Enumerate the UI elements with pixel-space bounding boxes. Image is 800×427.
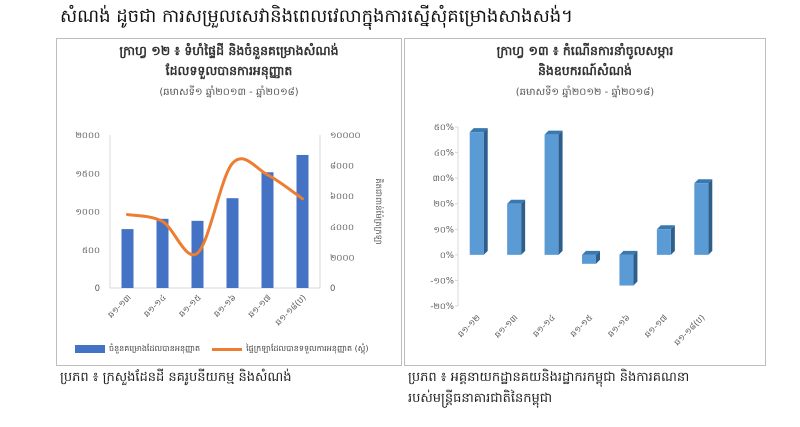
y-tick-label: ៤០% <box>434 149 454 159</box>
bar-growth <box>694 183 709 255</box>
bar-side <box>633 250 638 286</box>
x-tick-label: ឆ១-១៤ <box>142 293 168 319</box>
bar-projects <box>296 154 309 288</box>
bar-projects <box>156 218 169 288</box>
x-tick-label: ឆ១-១៣ <box>106 293 133 320</box>
x-tick-label: ឆ១-១៣ <box>493 313 520 340</box>
chart-12-source: ប្រភព ៖ ក្រសួងដែនដី នគរូបនីយកម្ម និងសំណង… <box>60 370 292 385</box>
chart-12-title-line2: ដែលទទួលបានការអនុញ្ញាត <box>165 63 293 78</box>
bar-top <box>582 250 600 255</box>
bar-side <box>596 250 600 264</box>
y-tick-label: ៣០% <box>433 174 454 184</box>
x-tick-label: ឆ១-១៤ <box>531 313 557 339</box>
y-tick-label: ១០% <box>433 225 454 235</box>
legend-swatch-bar <box>75 345 105 353</box>
left-y-tick-label: ១៥០០ <box>76 169 101 179</box>
y-tick-label: ០% <box>440 251 454 261</box>
bar-side <box>521 199 526 255</box>
bar-side <box>558 130 563 255</box>
bar-top <box>656 225 675 230</box>
bar-top <box>507 199 526 204</box>
right-y-axis-title: គិតជាពាន់ម៉ែត្រក្រឡា <box>373 178 385 245</box>
left-y-tick-label: ២០០០ <box>76 131 101 141</box>
right-y-tick-label: ១០០០០ <box>330 131 361 141</box>
bar-top <box>694 179 713 184</box>
bar-growth <box>656 229 671 255</box>
chart-12-title-line1: ក្រាហ្វ ១២ ៖ ទំហំផ្ទៃដី និងចំនួនគម្រោងសំ… <box>119 43 339 58</box>
x-tick-label: ឆ១-១៨(ប) <box>274 293 309 328</box>
bar-growth <box>582 254 596 264</box>
x-tick-label: ឆ១-១៦ <box>212 293 238 319</box>
chart-13-source-line1: ប្រភព ៖ អគ្គនាយកដ្ឋានគយនិងរដ្ឋាករកម្ពុជា… <box>408 370 690 385</box>
right-y-tick-label: ២០០០ <box>330 253 355 263</box>
chart-13-title-line2: និងឧបករណ៍សំណង់ <box>538 63 632 78</box>
bar-projects <box>261 172 274 288</box>
x-tick-label: ឆ១-១៧ <box>247 293 274 320</box>
left-y-tick-label: 0 <box>95 284 100 294</box>
bar-side <box>483 128 488 255</box>
left-y-tick-label: ១០០០ <box>76 208 101 218</box>
bar-growth <box>507 203 522 255</box>
x-tick-label: ឆ១-១៥ <box>177 293 203 319</box>
y-tick-label: ២០% <box>433 200 454 210</box>
left-y-tick-label: ៥០០ <box>82 246 100 256</box>
bar-projects <box>121 229 134 288</box>
right-y-tick-label: ៨០០០ <box>330 162 354 172</box>
bar-side <box>670 225 675 255</box>
y-tick-label: -១០% <box>430 276 454 286</box>
x-tick-label: ឆ១-១៧ <box>643 313 670 340</box>
right-y-tick-label: ៦០០០ <box>330 192 354 202</box>
chart-12-legend: ចំនួនគម្រោងដែលបានអនុញ្ញាត ផ្ទៃក្រឡាដែលបា… <box>75 343 368 355</box>
chart-13-source-line2: របស់មន្ត្រីធនាគារជាតិនៃកម្ពុជា <box>408 391 553 406</box>
x-tick-label: ឆ១-១៦ <box>606 313 632 339</box>
chart-12-subtitle: (ឆមាសទី១ ឆ្នាំ២០១៣ - ឆ្នាំ២០១៨) <box>159 87 299 98</box>
legend-swatch-line <box>212 347 243 351</box>
y-tick-label: -២០% <box>430 302 454 312</box>
bar-growth <box>619 254 634 286</box>
bar-growth <box>469 132 484 255</box>
bar-top <box>619 250 638 255</box>
right-y-tick-label: ៤០០០ <box>330 223 354 233</box>
section-heading: សំណង់ ដូចជា ការសម្រួលសេវានិងពេលវេលាក្នុង… <box>60 6 574 27</box>
legend-label-projects: ចំនួនគម្រោងដែលបានអនុញ្ញាត <box>109 344 201 353</box>
bar-projects <box>226 198 239 288</box>
y-tick-label: ៥០% <box>434 123 454 133</box>
bar-top <box>544 130 563 135</box>
bar-growth <box>544 134 559 255</box>
bar-top <box>469 128 488 133</box>
x-tick-label: ឆ១-១២ <box>456 313 483 340</box>
chart-13-subtitle: (ឆមាសទី១ ឆ្នាំ២០១២ - ឆ្នាំ២០១៨) <box>515 87 655 98</box>
bar-side <box>708 179 713 255</box>
x-tick-label: ឆ១-១៨(ប) <box>672 313 707 348</box>
right-y-tick-label: 0 <box>330 284 335 294</box>
legend-label-area: ផ្ទៃក្រឡាដែលបានទទួលការអនុញ្ញាត (ស្តុំ) <box>246 344 369 353</box>
x-tick-label: ឆ១-១៥ <box>569 313 595 339</box>
line-area <box>126 157 304 257</box>
chart-13-title-line1: ក្រាហ្វ ១៣ ៖ កំណើនការនាំចូលសម្ភារ <box>496 43 674 58</box>
